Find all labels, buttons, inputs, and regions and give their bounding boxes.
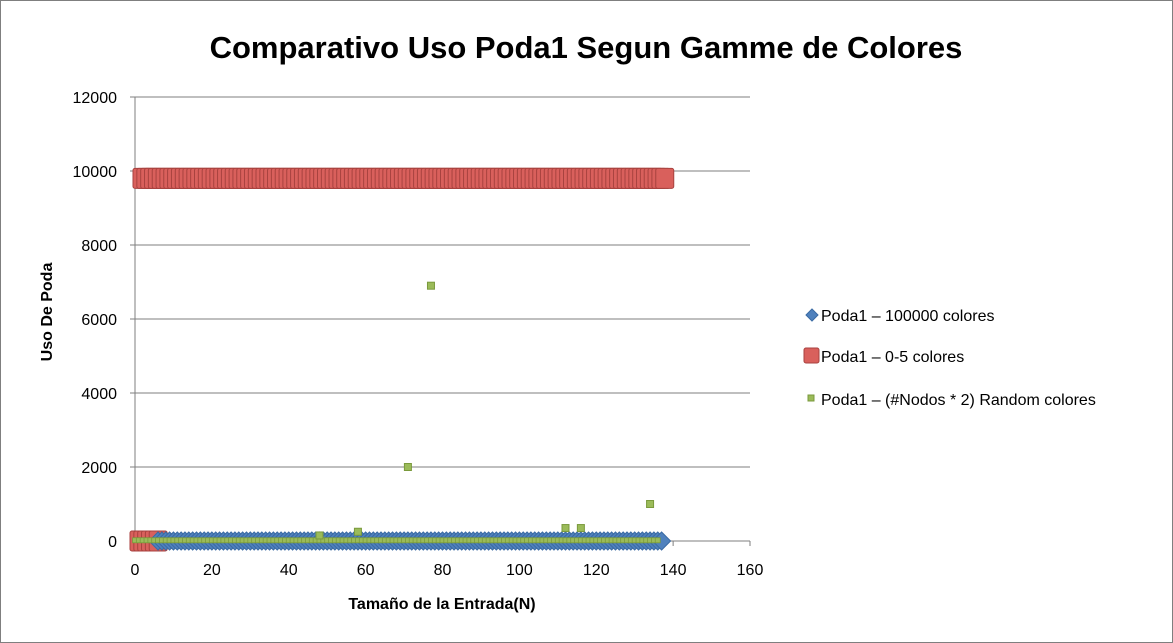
data-point-green <box>353 527 362 536</box>
y-tick-label: 0 <box>108 534 117 551</box>
legend-square-marker <box>803 347 820 364</box>
data-point-green <box>576 524 585 533</box>
x-tick-label: 120 <box>583 562 610 579</box>
data-point-red <box>655 167 675 189</box>
legend-diamond-marker <box>805 308 819 322</box>
data-point-green <box>654 537 661 544</box>
y-tick-labels: 0 2000 4000 6000 8000 10000 12000 <box>73 90 118 551</box>
x-axis-title: Tamaño de la Entrada(N) <box>348 596 535 613</box>
series-poda1-0-5-colores <box>129 167 675 552</box>
data-point-green <box>561 524 570 533</box>
data-point-green <box>315 531 324 540</box>
x-tick-label: 60 <box>357 562 375 579</box>
chart-title: Comparativo Uso Poda1 Segun Gamme de Col… <box>210 30 963 65</box>
data-point-green <box>646 500 655 508</box>
legend: Poda1 – 100000 colores Poda1 – 0-5 color… <box>803 308 1096 409</box>
data-point-green <box>403 463 412 471</box>
x-tick-label: 100 <box>506 562 533 579</box>
data-point-green <box>426 281 435 290</box>
x-tick-label: 40 <box>280 562 298 579</box>
x-tick-label: 80 <box>434 562 452 579</box>
y-tick-label: 8000 <box>81 238 117 255</box>
legend-item-0-5: Poda1 – 0-5 colores <box>803 347 964 366</box>
series-poda1-random-colores <box>132 281 661 544</box>
x-tick-label: 140 <box>660 562 687 579</box>
x-tick-label: 160 <box>737 562 764 579</box>
legend-item-100000: Poda1 – 100000 colores <box>805 308 994 325</box>
legend-small-square-marker <box>807 394 815 402</box>
legend-label-100000: Poda1 – 100000 colores <box>821 308 994 325</box>
y-tick-label: 10000 <box>73 164 118 181</box>
legend-label-random: Poda1 – (#Nodos * 2) Random colores <box>821 392 1096 409</box>
y-tick-label: 2000 <box>81 460 117 477</box>
y-axis-title: Uso De Poda <box>39 263 56 362</box>
legend-item-random: Poda1 – (#Nodos * 2) Random colores <box>807 392 1096 409</box>
x-tick-labels: 0 20 40 60 80 100 120 140 160 <box>131 562 764 579</box>
x-tick-label: 0 <box>131 562 140 579</box>
x-tick-label: 20 <box>203 562 221 579</box>
y-tick-label: 6000 <box>81 312 117 329</box>
gridlines <box>130 96 751 546</box>
y-tick-label: 4000 <box>81 386 117 403</box>
legend-label-0-5: Poda1 – 0-5 colores <box>821 349 964 366</box>
y-tick-label: 12000 <box>73 90 118 107</box>
